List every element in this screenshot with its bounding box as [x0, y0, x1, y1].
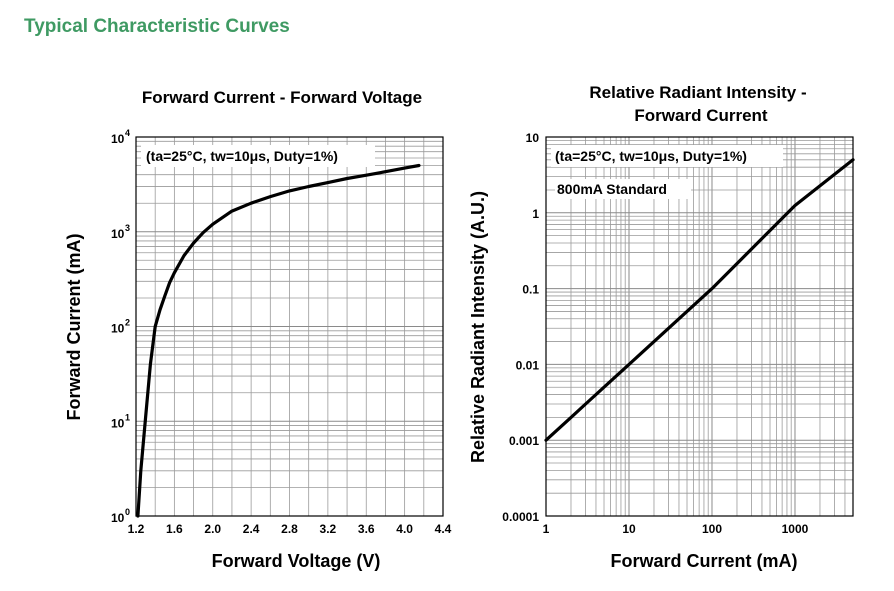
chart1-plot-frame	[135, 136, 444, 517]
chart1-y-tick-exponent: 0	[125, 507, 130, 517]
chart1-y-tick-label: 10	[111, 416, 125, 430]
chart2-y-tick-label: 0.001	[509, 434, 539, 448]
chart2-annotation2-bg	[555, 179, 691, 199]
chart2-y-tick-label: 10	[526, 131, 540, 145]
chart1-x-tick-label: 2.4	[243, 522, 260, 536]
chart1-y-tick-exponent: 3	[125, 223, 130, 233]
chart1-x-tick-label: 3.2	[320, 522, 337, 536]
chart2-annotation: (ta=25°C, tw=10μs, Duty=1%)	[555, 148, 747, 164]
chart2-y-axis-label: Relative Radiant Intensity (A.U.)	[468, 191, 488, 463]
chart2-y-tick-label: 0.1	[522, 283, 539, 297]
chart2-annotation-bg	[551, 145, 783, 167]
chart1-y-tick-label: 10	[111, 227, 125, 241]
chart1-x-tick-label: 3.6	[358, 522, 375, 536]
chart1-x-tick-label: 4.4	[435, 522, 452, 536]
chart1-series-line	[136, 163, 421, 518]
chart2-grid	[545, 137, 854, 517]
chart1-annotation: (ta=25°C, tw=10μs, Duty=1%)	[146, 148, 338, 164]
chart2-y-tick-label: 1	[532, 207, 539, 221]
chart1-y-axis-label: Forward Current (mA)	[64, 233, 84, 420]
chart1-y-tick-exponent: 1	[125, 412, 130, 422]
chart1-y-tick-exponent: 4	[125, 128, 130, 138]
chart2-x-ticks: 1 10 100 1000	[543, 522, 809, 536]
chart1-x-tick-label: 4.0	[396, 522, 413, 536]
chart2-y-ticks: 0.0001 0.001 0.01 0.1 1 10	[502, 131, 539, 524]
chart1-title: Forward Current - Forward Voltage	[142, 88, 422, 107]
chart2-annotation-standard: 800mA Standard	[557, 181, 667, 197]
chart1-y-tick-label: 10	[111, 132, 125, 146]
chart1-y-tick-label: 10	[111, 322, 125, 336]
chart1-y-tick-label: 10	[111, 511, 125, 525]
chart1-x-tick-label: 1.2	[128, 522, 145, 536]
chart1-x-axis-label: Forward Voltage (V)	[212, 551, 381, 571]
chart2-x-axis-label: Forward Current (mA)	[610, 551, 797, 571]
chart2-plot-frame	[545, 136, 854, 517]
chart2-title-line2: Forward Current	[634, 106, 768, 125]
chart2-x-tick-label: 100	[702, 522, 722, 536]
chart2-title-line1: Relative Radiant Intensity -	[589, 83, 806, 102]
chart1-x-ticks: 1.2 1.6 2.0 2.4 2.8 3.2 3.6 4.0 4.4	[128, 522, 452, 536]
chart2-y-tick-label: 0.0001	[502, 510, 539, 524]
chart1-x-tick-label: 2.0	[204, 522, 221, 536]
chart2-x-tick-label: 10	[622, 522, 636, 536]
chart2-x-tick-label: 1000	[782, 522, 809, 536]
chart-forward-current-voltage: Forward Current - Forward Voltage 1.2 1.6…	[64, 88, 452, 571]
chart1-grid	[135, 137, 444, 517]
chart1-y-tick-exponent: 2	[125, 318, 130, 328]
chart1-x-tick-label: 2.8	[281, 522, 298, 536]
page-title: Typical Characteristic Curves	[24, 16, 290, 37]
chart2-y-tick-label: 0.01	[516, 358, 540, 372]
chart2-x-tick-label: 1	[543, 522, 550, 536]
chart2-series-line	[544, 158, 855, 442]
chart-relative-radiant-intensity: Relative Radiant Intensity - Forward Cur…	[468, 83, 855, 571]
chart1-x-tick-label: 1.6	[166, 522, 183, 536]
chart1-annotation-bg	[141, 145, 375, 167]
